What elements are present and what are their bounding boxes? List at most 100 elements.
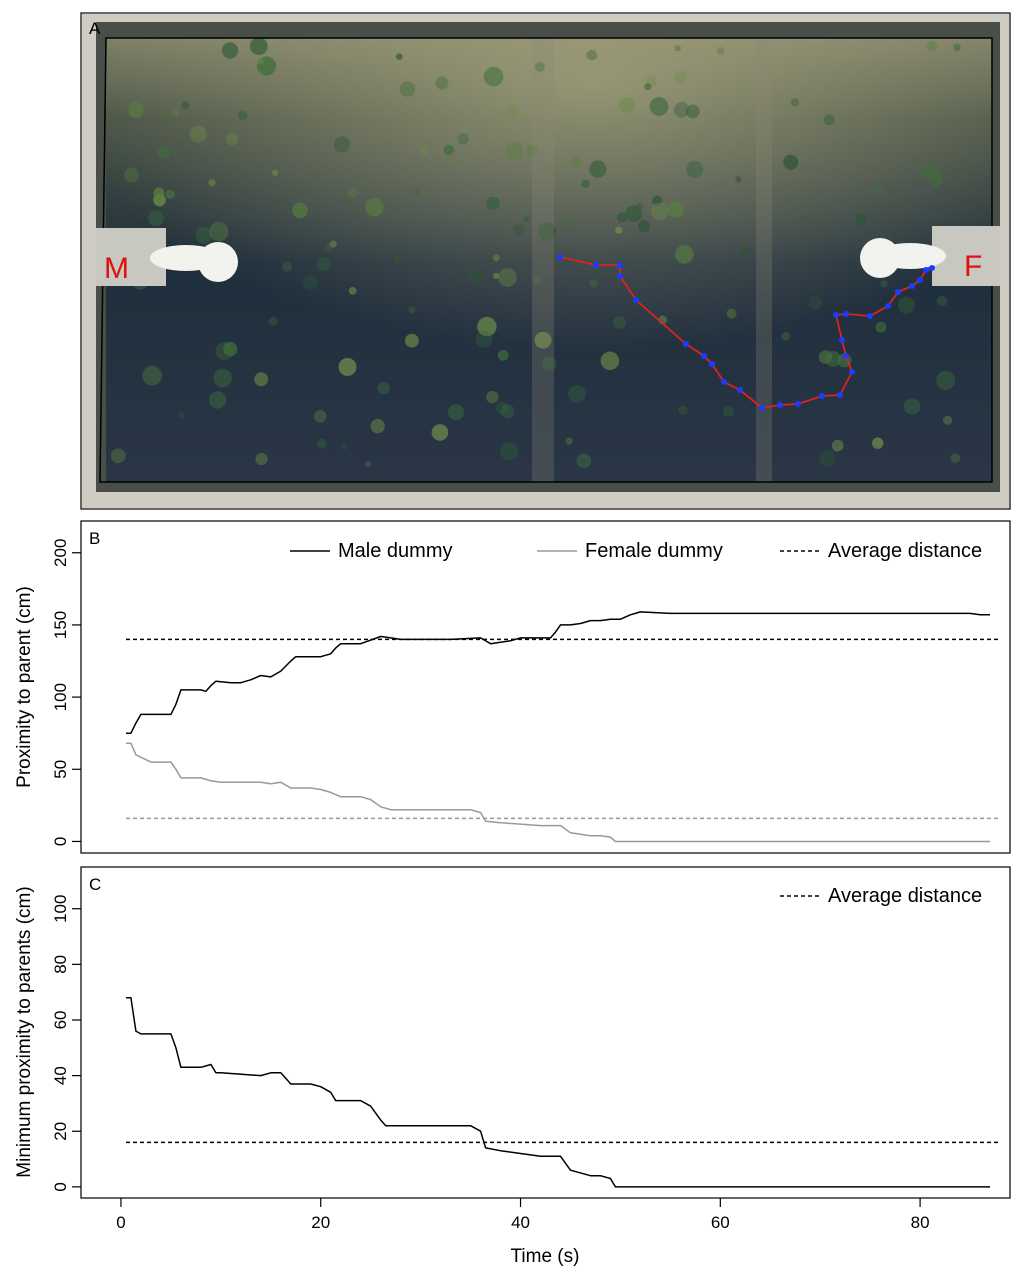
plant-leaf (922, 163, 941, 182)
plant-leaf (333, 136, 351, 153)
track-point (701, 353, 707, 359)
plant-leaf (475, 331, 493, 348)
legend-label: Male dummy (338, 540, 452, 562)
y-tick-label: 60 (51, 1011, 70, 1030)
plant-leaf (831, 439, 844, 452)
panel-b-legend: Male dummy Female dummy Average distance (290, 540, 982, 562)
plant-leaf (808, 296, 823, 310)
track-point (923, 267, 929, 273)
plant-leaf (365, 461, 372, 468)
plant-leaf (498, 268, 517, 287)
plant-leaf (801, 214, 809, 222)
y-tick-label: 150 (51, 611, 70, 639)
track-point (759, 405, 765, 411)
plant-leaf (542, 356, 557, 371)
y-tick-label: 0 (51, 1182, 70, 1191)
track-point (833, 312, 839, 318)
plant-leaf (317, 438, 327, 449)
plant-leaf (256, 57, 264, 65)
plant-leaf (329, 240, 337, 248)
plant-leaf (255, 452, 268, 466)
x-tick-label: 40 (511, 1213, 530, 1232)
track-point (617, 262, 623, 268)
plant-leaf (313, 410, 327, 423)
plant-leaf (686, 104, 700, 119)
plant-leaf (637, 220, 651, 233)
plant-leaf (616, 212, 627, 223)
plant-leaf (717, 47, 725, 55)
plant-leaf (181, 101, 190, 110)
plant-leaf (615, 226, 623, 234)
plant-leaf (500, 442, 519, 461)
plant-leaf (395, 53, 403, 60)
plant-leaf (936, 295, 948, 307)
tank-divider-left (532, 38, 554, 482)
track-point (917, 277, 923, 283)
plant-leaf (213, 368, 232, 388)
track-point (617, 273, 623, 279)
plant-leaf (272, 169, 279, 176)
track-point (909, 283, 915, 289)
track-point (837, 392, 843, 398)
legend-label: Average distance (828, 885, 982, 907)
plant-leaf (943, 415, 953, 425)
panel-c-axes: 0 20 40 60 80 100 0 20 40 60 80 (51, 895, 930, 1232)
x-tick-label: 20 (311, 1213, 330, 1232)
track-point (929, 265, 935, 271)
series-line-unnamed-0 (126, 996, 990, 1188)
plant-leaf (722, 405, 734, 417)
plant-leaf (855, 213, 867, 225)
plant-leaf (453, 161, 460, 168)
plant-leaf (467, 268, 484, 284)
plant-leaf (903, 398, 921, 415)
fish-track-points (557, 254, 935, 411)
plant-leaf (512, 224, 525, 236)
track-point (867, 313, 873, 319)
plant-leaf (823, 114, 835, 126)
plant-leaf (533, 276, 541, 285)
plant-leaf (619, 97, 635, 113)
y-tick-label: 200 (51, 539, 70, 567)
x-tick-label: 0 (116, 1213, 125, 1232)
tank-divider-right (756, 38, 772, 482)
track-point (895, 289, 901, 295)
track-point (709, 361, 715, 367)
plant-leaf (341, 443, 348, 450)
track-point (683, 341, 689, 347)
plant-leaf (209, 391, 227, 409)
plant-leaf (435, 76, 449, 90)
plant-leaf (495, 401, 508, 414)
plant-leaf (128, 102, 144, 118)
plant-leaf (110, 448, 126, 464)
plant-leaf (208, 179, 216, 187)
plant-leaf (936, 371, 956, 390)
plant-leaf (142, 365, 163, 386)
plant-leaf (347, 187, 358, 199)
plant-leaf (589, 279, 598, 288)
track-point (633, 297, 639, 303)
plant-leaf (674, 45, 681, 52)
plant-leaf (165, 189, 175, 199)
plant-leaf (316, 257, 331, 272)
track-point (819, 393, 825, 399)
plant-leaf (526, 144, 538, 157)
plant-leaf (338, 358, 357, 376)
plant-leaf (571, 156, 583, 168)
plant-leaf (408, 306, 416, 314)
plant-leaf (500, 404, 515, 419)
panel-a-photo: A M F (80, 12, 1011, 510)
panel-b-label: B (89, 529, 100, 548)
y-tick-label: 100 (51, 683, 70, 711)
plant-leaf (148, 210, 164, 226)
y-tick-label: 0 (51, 837, 70, 846)
panel-c-chart: C 0 20 40 60 80 100 0 20 40 60 80 Average distance… (14, 866, 1011, 1267)
plant-leaf (625, 205, 642, 222)
plant-leaf (874, 185, 884, 195)
plant-leaf (153, 187, 165, 199)
plant-leaf (492, 254, 500, 262)
plant-leaf (209, 221, 229, 242)
plant-leaf (897, 296, 915, 314)
panel-a-label: A (89, 19, 101, 38)
plant-leaf (493, 272, 500, 279)
